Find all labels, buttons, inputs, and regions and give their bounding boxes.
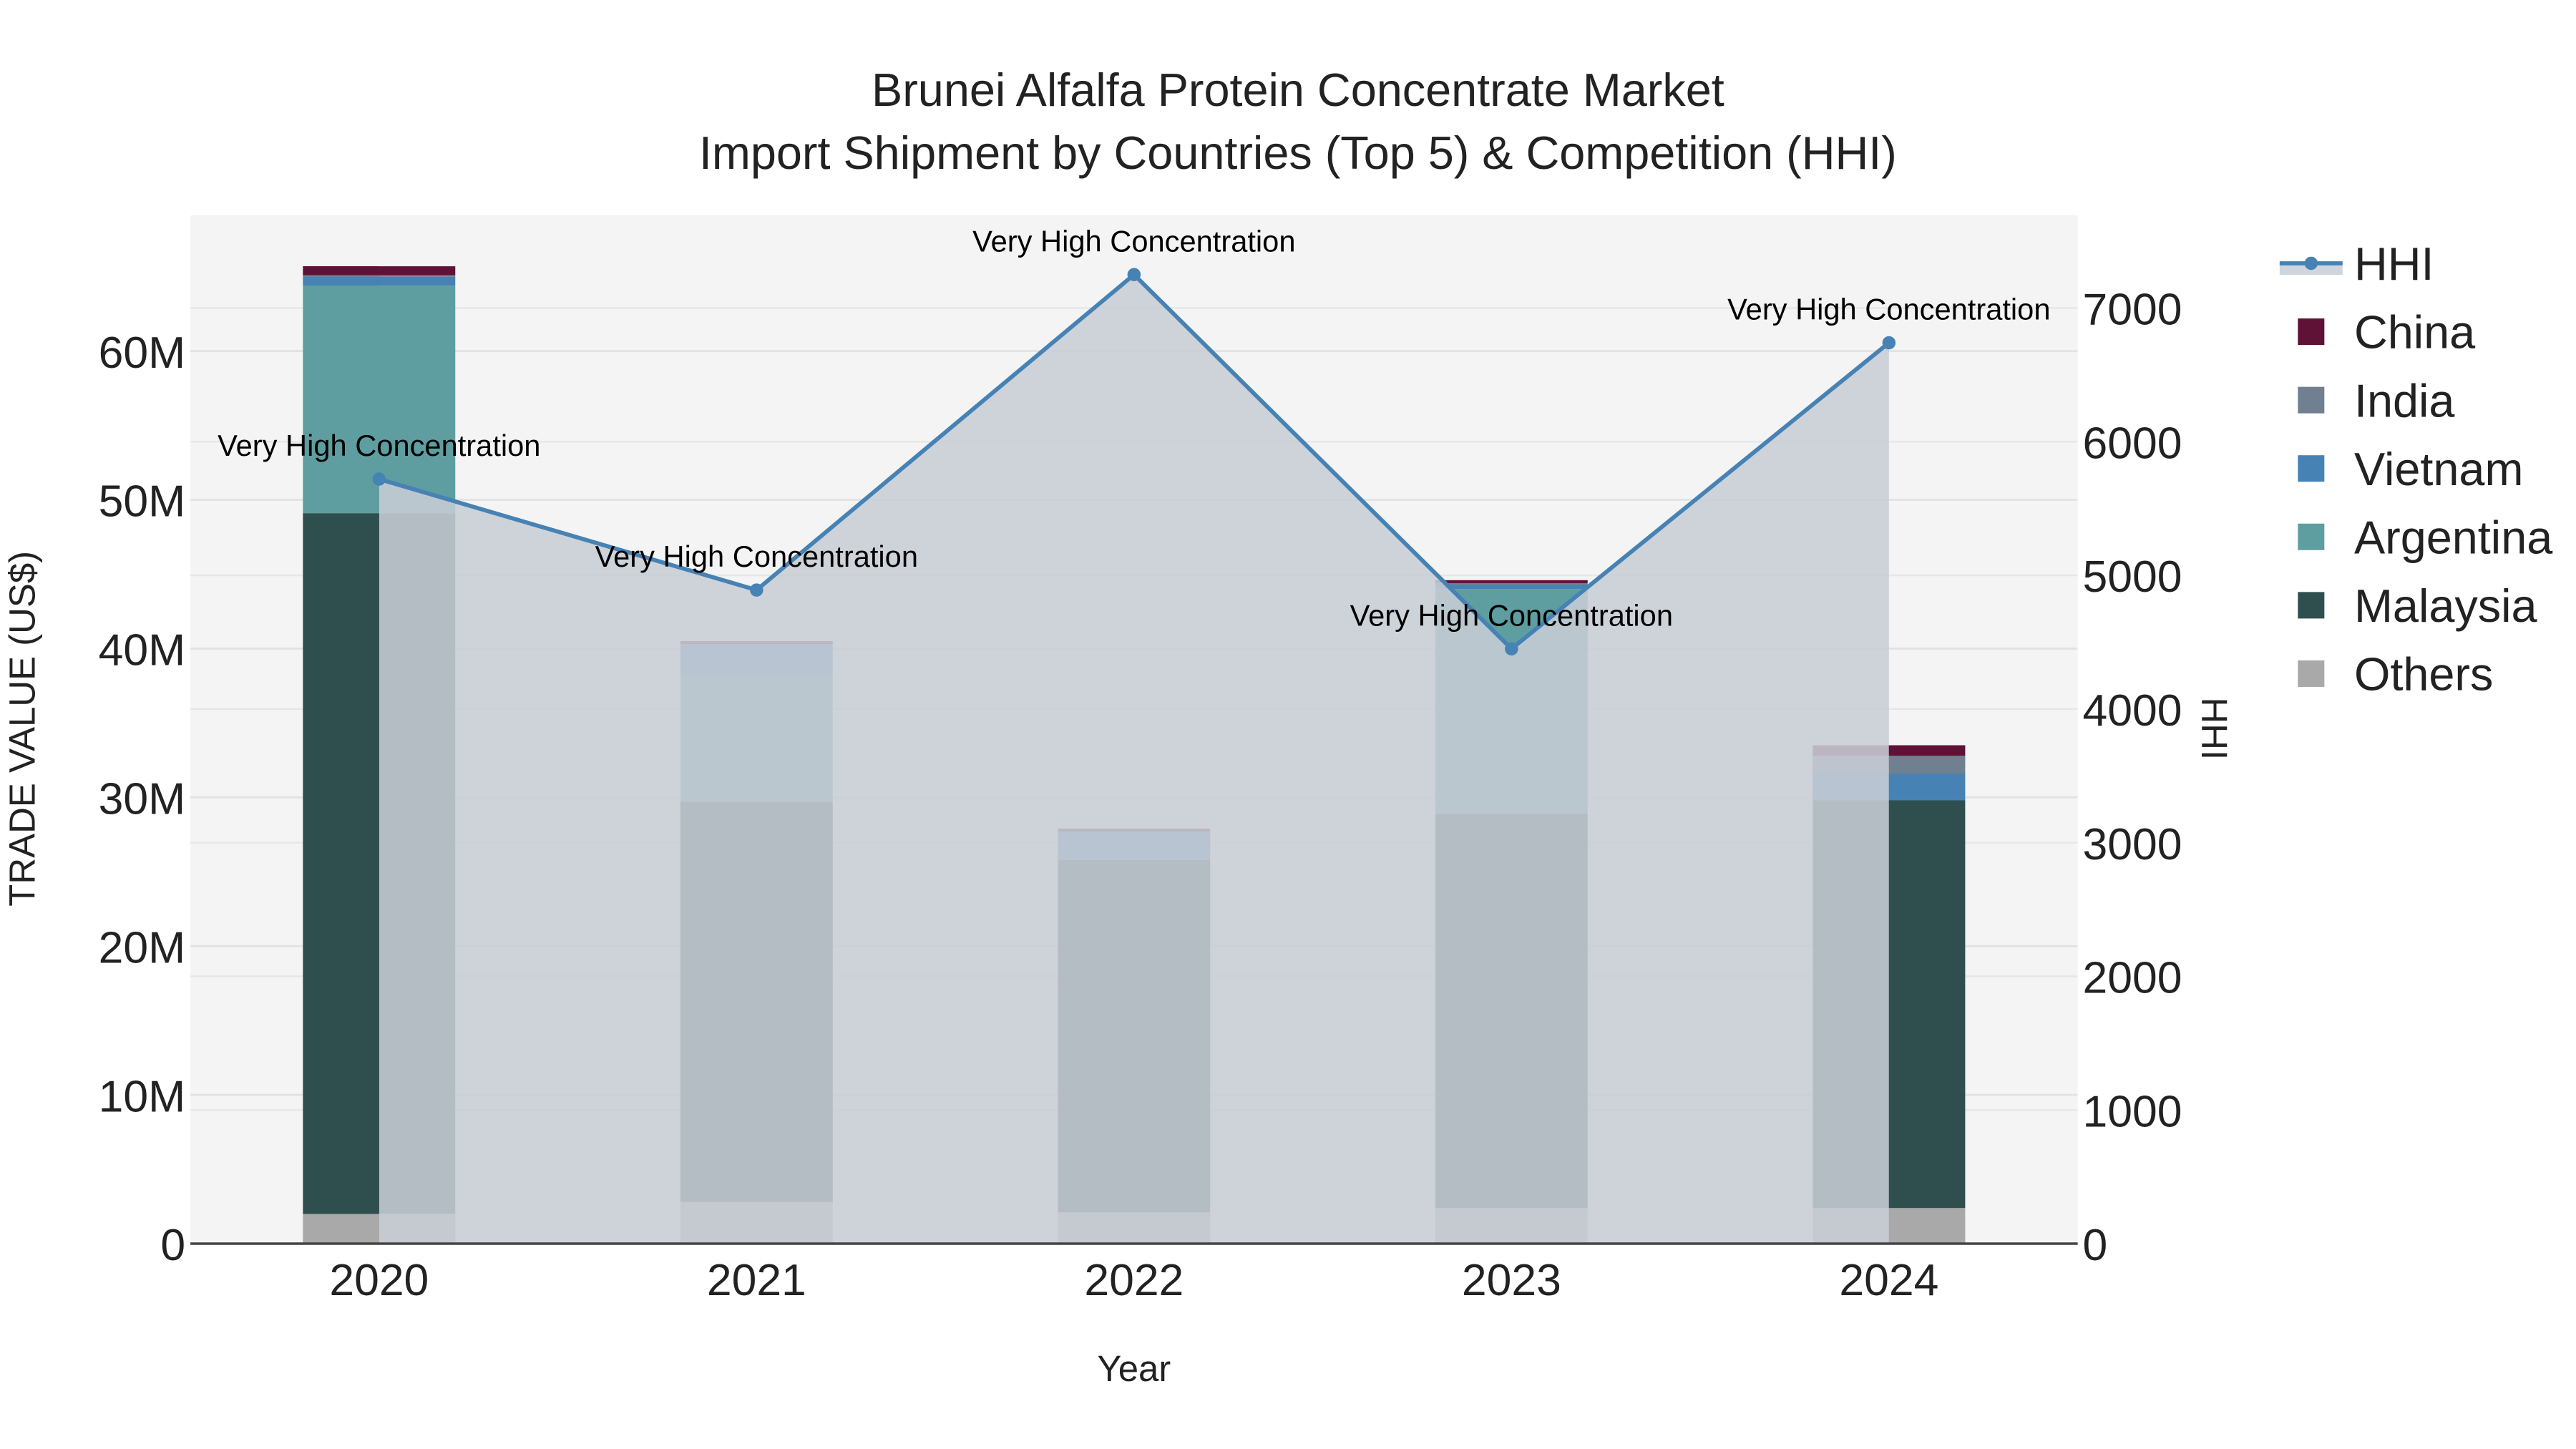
legend-item-china[interactable]: China bbox=[2298, 306, 2476, 358]
hhi-annotation-2020: Very High Concentration bbox=[218, 429, 540, 462]
y-axis-left-ticks: 0 10M 20M 30M 40M 50M 60M bbox=[99, 328, 186, 1270]
hhi-annotation-2024: Very High Concentration bbox=[1727, 293, 2050, 326]
y-axis-right-title: HHI bbox=[2194, 697, 2235, 760]
x-tick-label-2022: 2022 bbox=[1084, 1255, 1184, 1305]
hhi-annotations: Very High Concentration Very High Concent… bbox=[218, 224, 2050, 632]
hhi-point-2020[interactable] bbox=[372, 472, 386, 486]
legend-swatch-icon bbox=[2298, 592, 2325, 619]
y-left-tick-label: 0 bbox=[160, 1220, 185, 1270]
legend: HHI China India Vietnam Argentina Malaysia Oth… bbox=[2279, 238, 2553, 701]
y-left-tick-label: 20M bbox=[99, 922, 186, 972]
legend-swatch-icon bbox=[2298, 660, 2325, 687]
legend-item-argentina[interactable]: Argentina bbox=[2298, 511, 2553, 563]
chart-title-line2: Import Shipment by Countries (Top 5) & C… bbox=[699, 127, 1897, 179]
x-tick-label-2021: 2021 bbox=[707, 1255, 806, 1305]
y-right-tick-label: 4000 bbox=[2083, 686, 2182, 736]
bar-segment-outside-malaysia-2020 bbox=[303, 513, 379, 1214]
y-right-tick-label: 0 bbox=[2083, 1220, 2108, 1270]
bar-segment-outside-others-2024 bbox=[1888, 1208, 1966, 1244]
legend-label: Others bbox=[2354, 648, 2493, 701]
hhi-point-2021[interactable] bbox=[750, 583, 763, 597]
legend-item-hhi[interactable]: HHI bbox=[2279, 238, 2434, 290]
hhi-area bbox=[379, 274, 1889, 1244]
bar-segment-outside-china-2020 bbox=[303, 266, 379, 275]
bar-segment-outside-argentina-2020 bbox=[303, 286, 379, 514]
bar-segment-outside-malaysia-2024 bbox=[1888, 800, 1966, 1209]
x-tick-label-2020: 2020 bbox=[329, 1255, 429, 1305]
bar-segment-outside-india-2024 bbox=[1888, 756, 1966, 774]
hhi-point-2023[interactable] bbox=[1505, 642, 1518, 656]
hhi-annotation-2023: Very High Concentration bbox=[1350, 598, 1673, 632]
y-axis-right-ticks: 0 1000 2000 3000 4000 5000 6000 7000 bbox=[2083, 285, 2182, 1271]
hhi-point-2024[interactable] bbox=[1882, 336, 1896, 350]
legend-label: Malaysia bbox=[2354, 580, 2538, 632]
bar-segment-outside-vietnam-2024 bbox=[1888, 774, 1966, 801]
hhi-annotation-2021: Very High Concentration bbox=[595, 540, 918, 573]
x-axis-title: Year bbox=[1097, 1348, 1171, 1389]
hhi-markers[interactable] bbox=[372, 268, 1896, 656]
y-left-tick-label: 50M bbox=[99, 477, 186, 527]
bar-segment-india-2023[interactable] bbox=[1435, 582, 1588, 585]
bars-overlay-layer bbox=[303, 266, 1966, 1244]
y-right-tick-label: 1000 bbox=[2083, 1086, 2182, 1136]
legend-label: HHI bbox=[2354, 238, 2434, 290]
chart-title-line1: Brunei Alfalfa Protein Concentrate Marke… bbox=[872, 64, 1724, 116]
legend-label: Argentina bbox=[2354, 511, 2553, 563]
y-left-tick-label: 30M bbox=[99, 774, 186, 824]
x-tick-label-2024: 2024 bbox=[1839, 1255, 1938, 1305]
legend-item-india[interactable]: India bbox=[2298, 374, 2455, 426]
legend-item-malaysia[interactable]: Malaysia bbox=[2298, 580, 2538, 632]
legend-label: China bbox=[2354, 306, 2476, 358]
legend-label: India bbox=[2354, 374, 2455, 426]
x-axis-ticks: 2020 2021 2022 2023 2024 bbox=[329, 1255, 1938, 1305]
y-left-tick-label: 40M bbox=[99, 625, 186, 675]
x-tick-label-2023: 2023 bbox=[1462, 1255, 1561, 1305]
y-right-tick-label: 7000 bbox=[2083, 285, 2182, 335]
y-right-tick-label: 6000 bbox=[2083, 418, 2182, 468]
y-left-tick-label: 10M bbox=[99, 1071, 186, 1121]
legend-swatch-icon bbox=[2298, 318, 2325, 346]
legend-label: Vietnam bbox=[2354, 443, 2523, 495]
y-axis-left-title: TRADE VALUE (US$) bbox=[2, 551, 43, 907]
legend-item-others[interactable]: Others bbox=[2298, 648, 2493, 701]
bar-segment-china-2023[interactable] bbox=[1435, 580, 1588, 583]
bar-segment-outside-china-2024 bbox=[1888, 745, 1966, 756]
y-left-tick-label: 60M bbox=[99, 328, 186, 378]
bar-segment-outside-vietnam-2020 bbox=[303, 276, 379, 286]
legend-item-vietnam[interactable]: Vietnam bbox=[2298, 443, 2523, 495]
hhi-point-2022[interactable] bbox=[1127, 268, 1141, 282]
bar-segment-outside-india-2020 bbox=[303, 275, 379, 277]
hhi-annotation-2022: Very High Concentration bbox=[972, 224, 1295, 258]
bar-segment-vietnam-2023[interactable] bbox=[1435, 585, 1588, 590]
bar-segment-outside-others-2020 bbox=[303, 1214, 379, 1244]
legend-swatch-icon bbox=[2298, 386, 2325, 414]
y-right-tick-label: 5000 bbox=[2083, 552, 2182, 602]
y-right-tick-label: 2000 bbox=[2083, 953, 2182, 1003]
y-right-tick-label: 3000 bbox=[2083, 819, 2182, 869]
legend-swatch-icon bbox=[2298, 455, 2325, 482]
legend-marker-icon bbox=[2304, 256, 2318, 270]
legend-swatch-icon bbox=[2298, 523, 2325, 550]
